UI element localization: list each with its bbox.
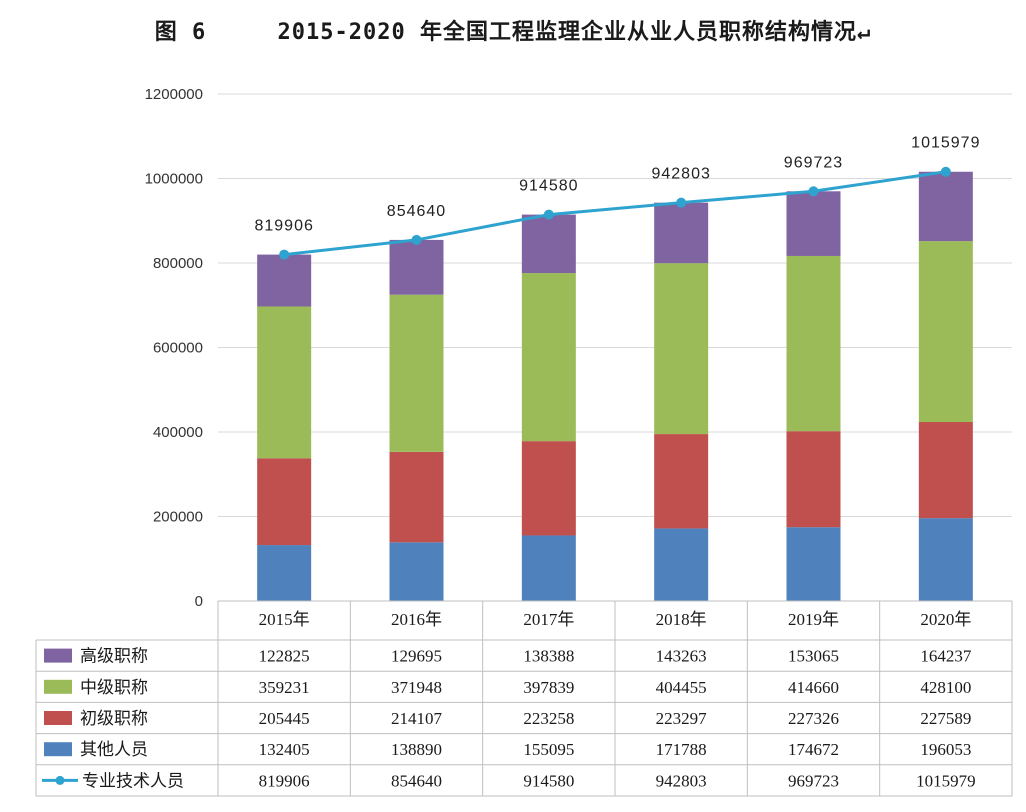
total-data-label: 1015979 (911, 135, 980, 152)
table-cell-value: 1015979 (916, 771, 976, 790)
table-cell-value: 122825 (259, 647, 310, 666)
y-tick-label: 1200000 (145, 86, 203, 103)
legend-label: 其他人员 (80, 740, 148, 760)
y-tick-label: 400000 (153, 424, 203, 441)
table-cell-value: 397839 (523, 678, 574, 697)
bar-segment-senior (257, 254, 312, 307)
table-cell-value: 854640 (391, 771, 442, 790)
bar-segment-middle (257, 306, 312, 459)
x-tick-label: 2020年 (920, 610, 971, 629)
table-cell-value: 196053 (920, 740, 971, 759)
table-cell-value: 227326 (788, 709, 839, 728)
table-cell-value: 969723 (788, 771, 839, 790)
table-cell-value: 174672 (788, 740, 839, 759)
table-cell-value: 942803 (656, 771, 707, 790)
legend-label: 初级职称 (80, 709, 148, 729)
x-tick-label: 2018年 (656, 610, 707, 629)
bar-segment-junior (786, 431, 841, 528)
bar-segment-middle (918, 241, 973, 423)
table-cell-value: 359231 (259, 678, 310, 697)
bar-segment-middle (389, 294, 444, 452)
y-tick-label: 600000 (153, 340, 203, 357)
bar-segment-senior (521, 214, 576, 274)
table-cell-value: 428100 (920, 678, 971, 697)
total-data-label: 819906 (254, 218, 313, 235)
bar-segment-other (654, 528, 709, 601)
x-tick-label: 2016年 (391, 610, 442, 629)
bar-segment-junior (654, 434, 709, 529)
y-tick-label: 0 (195, 593, 203, 610)
bar-segment-other (257, 545, 312, 601)
total-point (808, 186, 819, 197)
bar-segment-junior (389, 451, 444, 543)
bar-segment-junior (521, 441, 576, 536)
table-cell-value: 153065 (788, 647, 839, 666)
table-cell-value: 171788 (656, 740, 707, 759)
bar-segment-middle (786, 255, 841, 432)
bar-segment-senior (786, 191, 841, 256)
table-cell-value: 414660 (788, 678, 839, 697)
table-cell-value: 138890 (391, 740, 442, 759)
bar-segment-other (918, 518, 973, 601)
table-cell-value: 155095 (523, 740, 574, 759)
total-data-label: 942803 (651, 166, 710, 183)
total-data-label: 854640 (387, 203, 446, 220)
table-cell-value: 223258 (523, 709, 574, 728)
bar-segment-senior (918, 171, 973, 242)
total-point (940, 166, 951, 177)
legend-key-middle (44, 679, 72, 694)
bar-segment-middle (521, 273, 576, 442)
table-cell-value: 205445 (259, 709, 310, 728)
y-tick-label: 200000 (153, 509, 203, 526)
table-cell-value: 227589 (920, 709, 971, 728)
total-point (279, 249, 290, 260)
legend-label: 专业技术人员 (82, 771, 184, 791)
table-cell-value: 143263 (656, 647, 707, 666)
bar-segment-middle (654, 263, 709, 435)
legend-key-junior (44, 711, 72, 725)
table-cell-value: 914580 (523, 771, 574, 790)
total-data-label: 969723 (784, 154, 843, 171)
bar-segment-junior (257, 458, 312, 546)
table-cell-value: 214107 (391, 709, 443, 728)
table-cell-value: 371948 (391, 678, 442, 697)
legend-label: 中级职称 (80, 678, 148, 698)
table-cell-value: 132405 (259, 740, 310, 759)
y-tick-label: 800000 (153, 255, 203, 272)
x-tick-label: 2017年 (523, 610, 574, 629)
bar-segment-other (521, 535, 576, 601)
bar-segment-other (389, 542, 444, 601)
bar-segment-junior (918, 422, 973, 519)
x-tick-label: 2015年 (259, 610, 310, 629)
total-point (676, 197, 687, 208)
chart-title: 图 6 2015-2020 年全国工程监理企业从业人员职称结构情况↵ (154, 20, 872, 45)
total-data-label: 914580 (519, 178, 578, 195)
legend-label: 高级职称 (80, 647, 148, 667)
bar-segment-senior (654, 202, 709, 264)
legend-key-senior (44, 648, 72, 663)
x-tick-label: 2019年 (788, 610, 839, 629)
total-line (284, 170, 947, 257)
y-tick-label: 1000000 (145, 171, 203, 188)
legend-key-other (44, 742, 72, 757)
table-cell-value: 819906 (259, 771, 310, 790)
legend-key-marker (55, 775, 65, 785)
table-cell-value: 164237 (920, 647, 972, 666)
table-cell-value: 129695 (391, 647, 442, 666)
table-cell-value: 404455 (656, 678, 707, 697)
table-cell-value: 223297 (656, 709, 708, 728)
table-cell-value: 138388 (523, 647, 574, 666)
bar-segment-senior (389, 239, 444, 295)
bar-segment-other (786, 527, 841, 601)
total-point (543, 209, 554, 220)
total-point (411, 234, 422, 245)
